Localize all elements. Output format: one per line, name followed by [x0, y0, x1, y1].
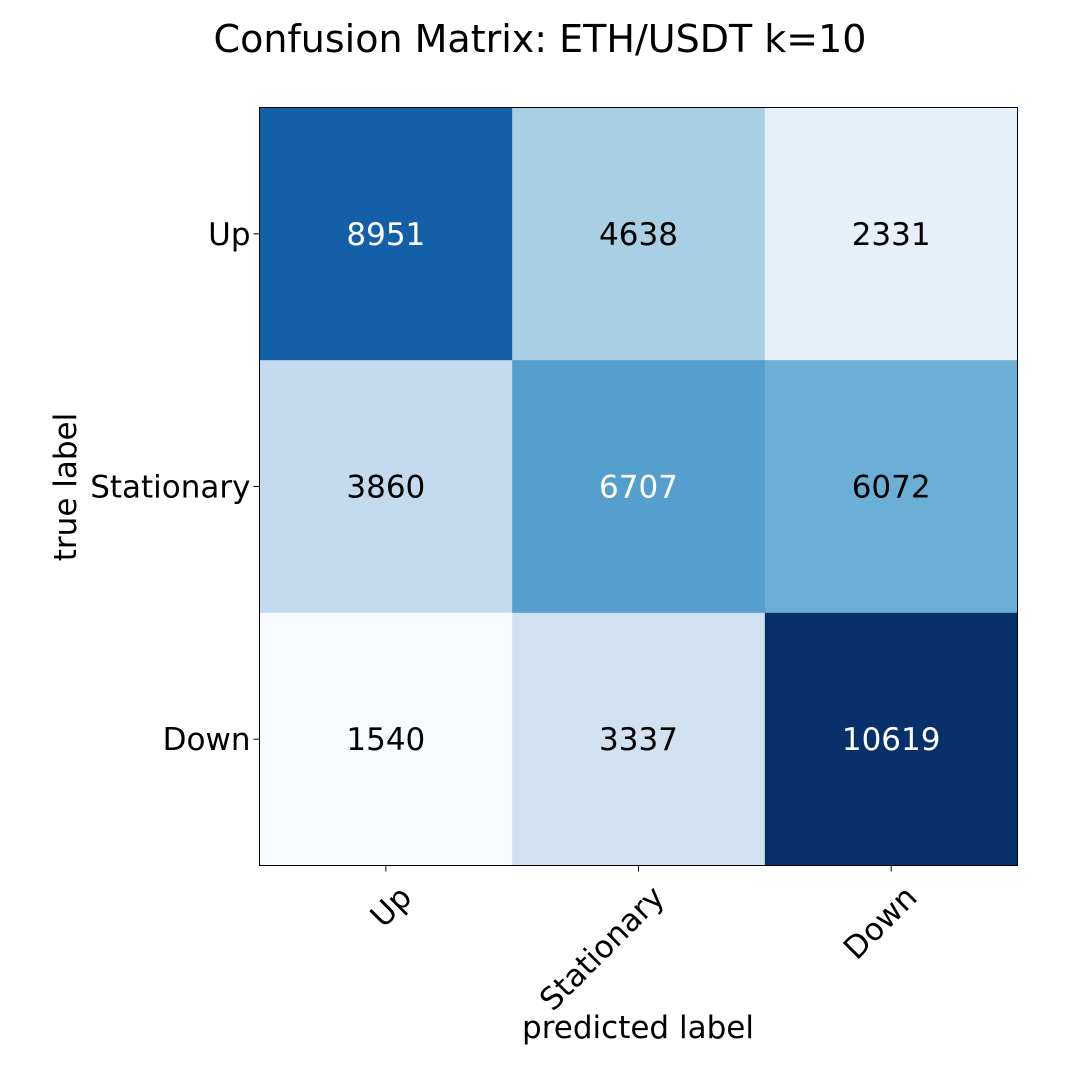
heatmap-cell-0-1: [512, 107, 766, 361]
heatmap-cell-0-2: [764, 107, 1018, 361]
heatmap-cell-2-2: [764, 612, 1018, 866]
cell-value-2-0: 1540: [346, 722, 425, 758]
heatmap-cells: [259, 107, 1018, 866]
heatmap-cell-0-0: [259, 107, 513, 361]
heatmap-cell-2-1: [512, 612, 766, 866]
cell-value-2-2: 10619: [842, 722, 941, 758]
cell-value-0-0: 8951: [346, 217, 425, 253]
cell-value-0-2: 2331: [852, 217, 931, 253]
y-tick-label-0: Up: [208, 217, 250, 253]
x-tick-label-2: Down: [837, 879, 925, 967]
heatmap-cell-2-0: [259, 612, 513, 866]
y-tick-label-1: Stationary: [90, 470, 250, 506]
chart-title: Confusion Matrix: ETH/USDT k=10: [214, 17, 867, 61]
y-axis-label: true label: [48, 413, 84, 561]
x-axis-label: predicted label: [522, 1010, 754, 1046]
cell-value-1-2: 6072: [852, 470, 931, 506]
y-tick-label-2: Down: [163, 722, 251, 758]
heatmap-cell-1-2: [764, 360, 1018, 614]
y-axis-ticks: Up Stationary Down: [90, 217, 260, 758]
cell-value-0-1: 4638: [599, 217, 678, 253]
heatmap-cell-1-0: [259, 360, 513, 614]
cell-value-1-0: 3860: [346, 470, 425, 506]
x-axis-ticks: Up Stationary Down: [364, 865, 925, 1018]
x-tick-label-0: Up: [364, 879, 419, 934]
heatmap-cell-1-1: [512, 360, 766, 614]
cell-value-1-1: 6707: [599, 470, 678, 506]
cell-value-2-1: 3337: [599, 722, 678, 758]
heatmap-cell-labels: 8951 4638 2331 3860 6707 6072 1540 3337 10619: [346, 217, 940, 758]
x-tick-label-1: Stationary: [533, 879, 672, 1018]
